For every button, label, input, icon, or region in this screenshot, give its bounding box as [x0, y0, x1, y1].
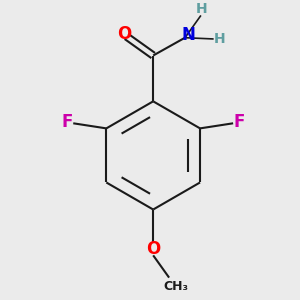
Text: O: O	[117, 25, 131, 43]
Text: H: H	[214, 32, 226, 46]
Text: F: F	[61, 113, 73, 131]
Text: CH₃: CH₃	[163, 280, 188, 293]
Text: F: F	[234, 113, 245, 131]
Text: H: H	[196, 2, 207, 16]
Text: N: N	[182, 26, 196, 44]
Text: O: O	[146, 240, 160, 258]
